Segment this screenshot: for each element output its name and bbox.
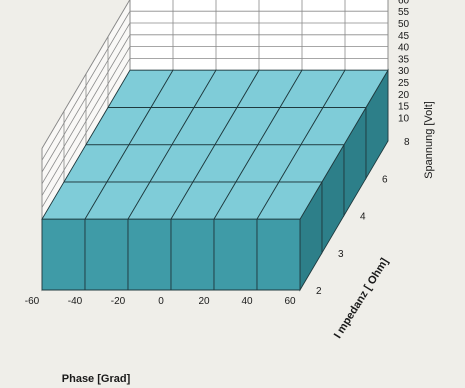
surface-front-face xyxy=(256,218,301,291)
z-tick-label: 60 xyxy=(398,0,410,6)
z-tick-label: 20 xyxy=(398,90,410,101)
side-wall-hline xyxy=(41,0,131,149)
x-tick-label: 0 xyxy=(158,296,164,307)
z-tick-label: 35 xyxy=(398,54,410,65)
side-wall-hline xyxy=(41,22,131,173)
side-wall-hline xyxy=(41,34,131,185)
x-tick-label: -60 xyxy=(25,296,40,307)
z-axis-label: Spannung [Volt] xyxy=(423,101,435,179)
y-tick-label: 6 xyxy=(382,174,388,185)
z-tick-label: 15 xyxy=(398,102,410,113)
x-tick-label: -20 xyxy=(111,296,126,307)
y-tick-label: 4 xyxy=(360,212,366,223)
z-tick-label: 10 xyxy=(398,113,410,124)
x-tick-label: 20 xyxy=(198,296,210,307)
surface-front-face xyxy=(170,218,215,291)
side-wall-hline xyxy=(41,10,131,161)
z-tick-label: 55 xyxy=(398,7,410,18)
z-tick-label: 50 xyxy=(398,19,410,30)
x-tick-label: 40 xyxy=(241,296,253,307)
surface-cell xyxy=(322,69,389,108)
surface-front-face xyxy=(213,218,258,291)
z-tick-label: 30 xyxy=(398,66,410,77)
y-tick-label: 8 xyxy=(404,137,410,148)
x-tick-label: 60 xyxy=(284,296,296,307)
surface-front-face xyxy=(127,218,172,291)
side-wall-hline xyxy=(41,58,131,208)
surface-front-face xyxy=(41,218,86,291)
z-tick-label: 45 xyxy=(398,31,410,42)
z-tick-label: 40 xyxy=(398,43,410,54)
surface-front-face xyxy=(84,218,129,291)
x-tick-label: -40 xyxy=(68,296,83,307)
z-tick-label: 25 xyxy=(398,78,410,89)
y-tick-label: 3 xyxy=(338,249,344,260)
x-axis-label: Phase [Grad] xyxy=(62,373,131,385)
y-tick-label: 2 xyxy=(316,286,322,297)
y-axis-label: I mpedanz [ Ohm] xyxy=(332,256,391,341)
side-wall-hline xyxy=(41,46,131,196)
